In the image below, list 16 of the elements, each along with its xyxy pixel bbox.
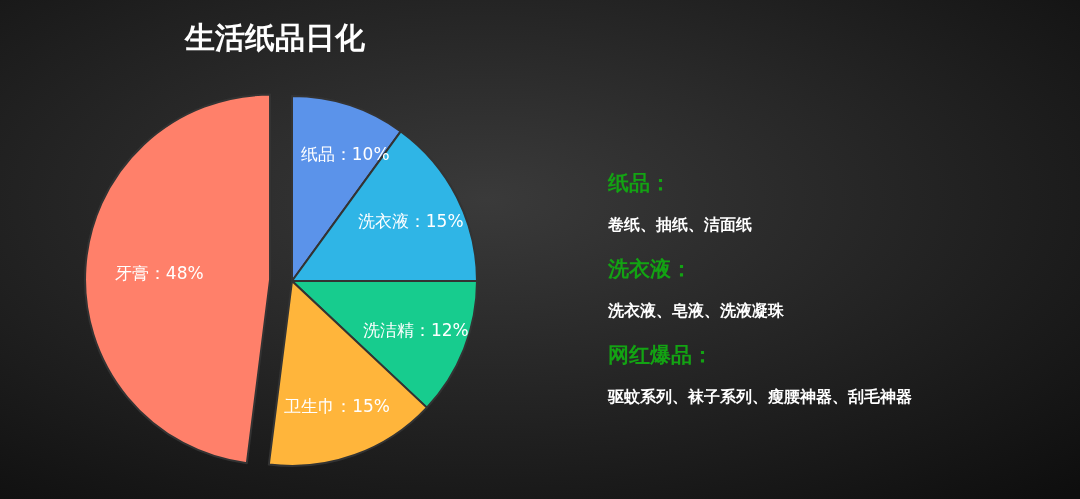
text: 网红爆品： <box>608 343 713 367</box>
data-label: ：48% <box>148 262 204 283</box>
slice-label: 纸品 <box>300 144 335 165</box>
text: 洗衣液： <box>607 257 692 281</box>
slice-label: 洗衣液 <box>357 210 409 231</box>
slice-label: 卫生巾 <box>284 396 336 417</box>
data-label: ：15% <box>408 210 464 231</box>
slice-label: 洗洁精 <box>362 320 414 341</box>
chart-title: 生活纸品日化 <box>184 20 366 55</box>
text: 纸品： <box>607 171 671 195</box>
text: 卷纸、抽纸、洁面纸 <box>607 215 752 234</box>
data-label: ：15% <box>335 396 391 417</box>
data-label: ：12% <box>413 320 469 341</box>
slice-label: 牙膏 <box>114 262 149 283</box>
text: 洗衣液、皂液、洗液凝珠 <box>607 301 785 320</box>
text: 驱蚊系列、袜子系列、瘦腰神器、刮毛神器 <box>607 387 912 406</box>
